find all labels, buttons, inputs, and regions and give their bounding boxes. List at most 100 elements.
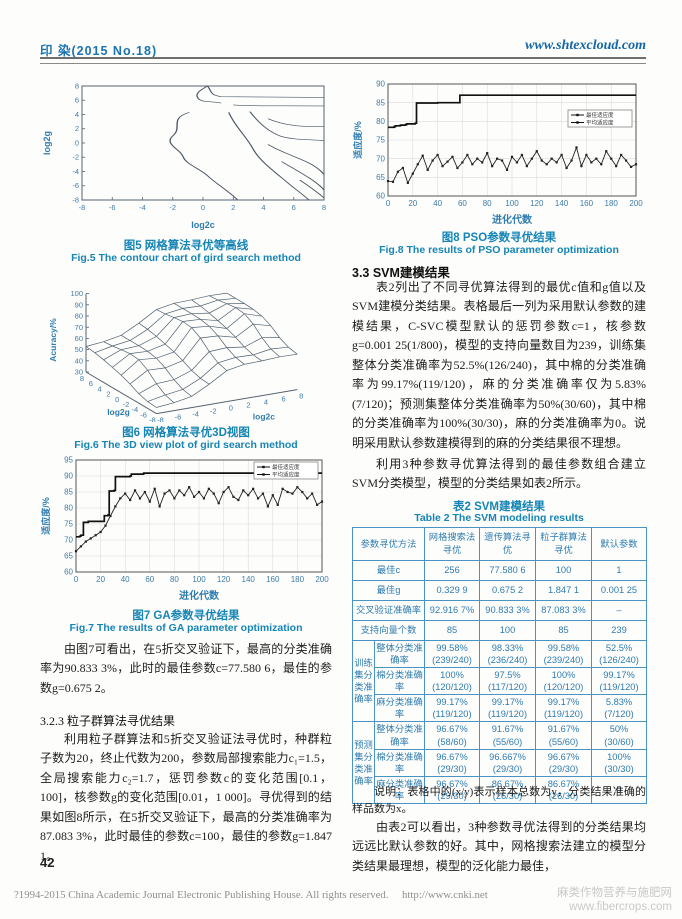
svg-text:40: 40 — [433, 199, 442, 208]
table-cell: 239 — [591, 620, 648, 641]
table-cell: 96.667% (29/30) — [479, 748, 537, 777]
table-cell: 98.33% (236/240) — [479, 639, 537, 669]
table-row: 最佳c 256 77.580 6 100 1 — [351, 560, 648, 581]
table-cell: 100% (30/30) — [591, 748, 648, 777]
table-cell: 86.67% (26/30) — [479, 775, 537, 804]
section-heading-3-2-3: 3.2.3 粒子群算法寻优结果 — [40, 714, 176, 728]
svg-text:0: 0 — [229, 404, 233, 413]
svg-text:log2c: log2c — [191, 220, 215, 230]
svg-text:8: 8 — [322, 203, 326, 212]
fig8-caption-cn: 图8 PSO参数寻优结果 — [441, 232, 557, 244]
table-cell: 99.17% (119/120) — [479, 694, 537, 723]
svg-text:90: 90 — [376, 80, 385, 89]
table-cell: 100 — [479, 620, 537, 641]
svg-text:140: 140 — [555, 199, 569, 208]
copyright-line: ?1994-2015 China Academic Journal Electr… — [14, 889, 488, 901]
svm-results-table: 参数寻优方法 网格搜索法寻优 遗传算法寻优 粒子群算法寻优 默认参数 最佳c 256 77.5… — [351, 527, 648, 804]
table-cell: 100% (120/120) — [535, 667, 593, 696]
svg-text:60: 60 — [458, 199, 467, 208]
table-cell: 77.580 6 — [479, 560, 537, 581]
table-row-label: 麻分类准确率 — [373, 694, 426, 723]
right-paragraph-3: 由表2可以看出，3种参数寻优法得到的分类结果均远远比默认参数的好。其中，网格搜索… — [352, 820, 646, 873]
left-paragraph-1: 由图7可看出，在5折交叉验证下，最高的分类准确率为90.833 3%，此时的最佳… — [40, 642, 332, 695]
svg-text:-6: -6 — [72, 181, 79, 190]
table-cell: 85 — [535, 620, 593, 641]
svg-text:适应度/%: 适应度/% — [352, 121, 363, 159]
svg-text:2: 2 — [246, 401, 250, 410]
page-number: 42 — [40, 855, 55, 870]
svg-text:65: 65 — [376, 173, 385, 182]
svg-text:4: 4 — [264, 398, 268, 407]
svg-text:80: 80 — [75, 312, 83, 321]
svg-text:6: 6 — [292, 203, 296, 212]
watermark-line2: www.fibercrops.com — [569, 901, 672, 914]
table-cell: 0.001 25 — [591, 580, 648, 601]
table-row: 最佳g 0.329 9 0.675 2 1.847 1 0.001 25 — [351, 580, 648, 601]
svg-text:200: 200 — [315, 575, 329, 584]
fig7-caption-en: Fig.7 The results of GA parameter optimi… — [69, 622, 303, 634]
journal-title: 印 染(2015 No.18) — [40, 44, 158, 58]
svg-text:-4: -4 — [139, 203, 146, 212]
table-group-label: 训练集分类准确率 — [352, 639, 375, 723]
table-row: 棉分类准确率 96.67% (29/30) 96.667% (29/30) 96.67%(… — [353, 748, 648, 777]
header-rule — [40, 57, 646, 64]
svg-text:6: 6 — [282, 395, 286, 404]
cnki-url: http://www.cnki.net — [402, 889, 488, 901]
table2-title-cn: 表2 SVM建模结果 — [452, 501, 545, 513]
table-row: 训练集分类准确率 整体分类准确率 99.58% (239/240) 98.33% (236… — [352, 639, 648, 723]
table-cell: 256 — [424, 560, 481, 581]
svg-text:2: 2 — [106, 390, 110, 399]
svg-text:log2g: log2g — [42, 131, 52, 155]
svg-text:60: 60 — [145, 575, 154, 584]
svg-text:80: 80 — [483, 199, 492, 208]
right-paragraph-2: 利用3种参数寻优算法得到的最佳参数组合建立SVM分类模型，模型的分类结果如表2所… — [352, 457, 646, 491]
svg-text:Acuracy/%: Acuracy/% — [48, 318, 58, 362]
svg-text:120: 120 — [217, 575, 231, 584]
table-row-label: 最佳c — [351, 560, 426, 581]
fig8-caption-en: Fig.8 The results of PSO parameter optim… — [379, 244, 619, 256]
svg-text:平均适应度: 平均适应度 — [272, 471, 300, 479]
table-col-header: 网格搜索法寻优 — [424, 527, 481, 561]
svg-text:-2: -2 — [210, 407, 217, 416]
table-cell: 100 — [535, 560, 593, 581]
table-col-header: 粒子群算法寻优 — [535, 527, 593, 561]
svg-text:8: 8 — [299, 392, 303, 401]
fig6-3d-surface-chart: 30405060708090100Acuracy/%86420-2-4-6-8l… — [48, 289, 303, 422]
svg-text:0: 0 — [75, 138, 79, 147]
table-cell: 99.58% (239/240) — [535, 639, 593, 669]
table-row-label: 最佳g — [351, 580, 426, 601]
svg-text:140: 140 — [242, 575, 256, 584]
right-paragraph-1: 表2列出了不同寻优算法得到的最优c值和g值以及SVM建模分类结果。表格最后一列为… — [352, 280, 646, 450]
left-paragraph-2: 利用粒子群算法和5折交叉验证法寻优时，种群粒子数为20，终止代数为200，参数局… — [40, 732, 332, 863]
table-cell: 50% (30/60) — [591, 721, 648, 750]
svg-text:-4: -4 — [72, 167, 79, 176]
svg-text:-2: -2 — [72, 153, 79, 162]
table-cell: 100% (120/120) — [424, 667, 481, 696]
fig5-contour-chart: -8-8 -6 -6 -4 -4 -2 -2 0 0 2 2 4 4 6 6 8 8 log2c log2g — [42, 81, 326, 230]
svg-text:95: 95 — [64, 456, 73, 465]
svg-text:200: 200 — [629, 199, 643, 208]
table-row-label: 整体分类准确率 — [373, 639, 426, 669]
svg-text:0: 0 — [74, 575, 79, 584]
svg-text:8: 8 — [80, 374, 84, 383]
svg-text:70: 70 — [64, 536, 73, 545]
svg-text:75: 75 — [64, 520, 73, 529]
table-group-label: 预测集分类准确率 — [352, 721, 375, 804]
table-col-header: 遗传算法寻优 — [479, 527, 537, 561]
svg-text:-4: -4 — [192, 410, 199, 419]
svg-text:85: 85 — [376, 98, 385, 107]
svg-text:50: 50 — [75, 345, 83, 354]
svg-text:-6: -6 — [140, 410, 147, 419]
table-cell: 87.083 3% — [535, 600, 593, 621]
svg-text:120: 120 — [530, 199, 544, 208]
table-cell: 85 — [424, 620, 481, 641]
svg-text:85: 85 — [64, 488, 73, 497]
table-cell: 91.67% (55/60) — [535, 721, 593, 750]
svg-text:0: 0 — [386, 199, 391, 208]
svg-text:8: 8 — [75, 81, 79, 90]
svg-text:2: 2 — [75, 124, 79, 133]
table-cell: 97.5% (117/120) — [479, 667, 537, 696]
svg-text:4: 4 — [75, 110, 79, 119]
svg-text:-6: -6 — [175, 413, 182, 422]
